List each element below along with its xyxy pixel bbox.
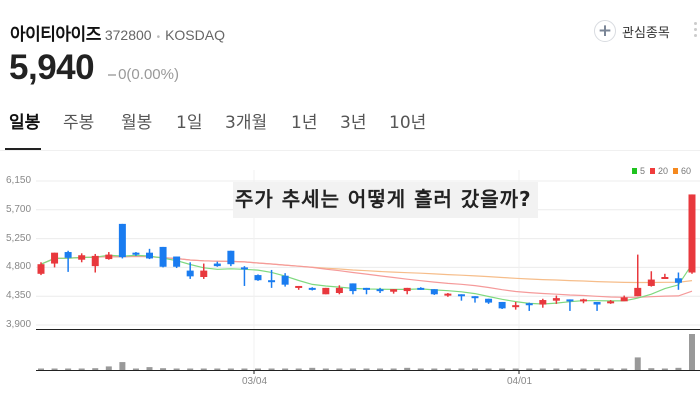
more-options-icon[interactable]	[694, 22, 698, 37]
tab-weekly[interactable]: 주봉	[63, 113, 95, 133]
favorite-label: 관심종목	[622, 25, 670, 41]
stock-code: 372800	[104, 27, 152, 43]
active-tab-indicator	[5, 148, 41, 150]
separator-dot: •	[156, 32, 161, 43]
tab-1day[interactable]: 1일	[176, 113, 203, 133]
legend-swatch-ma5	[632, 168, 637, 174]
legend-swatch-ma20	[650, 168, 656, 174]
tab-3year[interactable]: 3년	[340, 113, 367, 133]
price-change: 0(0.00%)	[108, 66, 179, 83]
flat-dash-icon	[108, 74, 117, 77]
tab-daily[interactable]: 일봉	[9, 113, 41, 133]
tab-3month[interactable]: 3개월	[225, 113, 268, 133]
tab-10year[interactable]: 10년	[389, 113, 427, 133]
stock-title: 아이티아이즈 372800 • KOSDAQ	[10, 20, 225, 45]
y-tick: 4,800	[6, 261, 32, 272]
y-tick: 4,350	[6, 290, 32, 301]
x-tick: 04/01	[507, 376, 533, 387]
legend-ma60: 60	[681, 166, 692, 176]
price-change-value: 0(0.00%)	[118, 66, 179, 83]
x-tick: 03/04	[242, 376, 268, 387]
overlay-caption: 주가 추세는 어떻게 흘러 갔을까?	[233, 182, 538, 218]
tab-1year[interactable]: 1년	[291, 113, 318, 133]
market-label: KOSDAQ	[165, 27, 225, 43]
legend-ma20: 20	[658, 166, 669, 176]
plus-icon: +	[594, 20, 616, 42]
price-row: 5,940 0(0.00%)	[9, 48, 179, 88]
y-tick: 3,900	[6, 319, 32, 330]
current-price: 5,940	[9, 48, 95, 87]
stock-name: 아이티아이즈	[10, 25, 101, 45]
add-favorite-button[interactable]: + 관심종목	[594, 20, 670, 42]
ma-legend: 5 20 60	[632, 166, 694, 176]
y-tick: 5,700	[6, 204, 32, 215]
legend-ma5: 5	[640, 166, 646, 176]
y-tick: 5,250	[6, 233, 32, 244]
y-tick: 6,150	[6, 175, 32, 186]
legend-swatch-ma60	[673, 168, 679, 174]
period-tabs: 일봉 주봉 월봉 1일 3개월 1년 3년 10년	[0, 108, 700, 151]
tab-monthly[interactable]: 월봉	[121, 113, 153, 133]
